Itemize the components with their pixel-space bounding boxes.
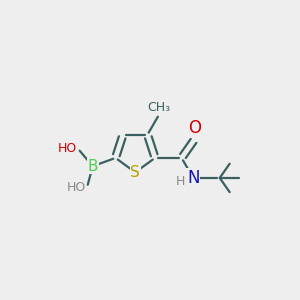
Text: N: N bbox=[187, 169, 200, 187]
Text: HO: HO bbox=[67, 181, 86, 194]
Text: B: B bbox=[88, 159, 98, 174]
Text: H: H bbox=[176, 175, 185, 188]
Text: HO: HO bbox=[58, 142, 77, 155]
Text: CH₃: CH₃ bbox=[148, 100, 171, 113]
Text: S: S bbox=[130, 165, 140, 180]
Text: O: O bbox=[188, 119, 201, 137]
